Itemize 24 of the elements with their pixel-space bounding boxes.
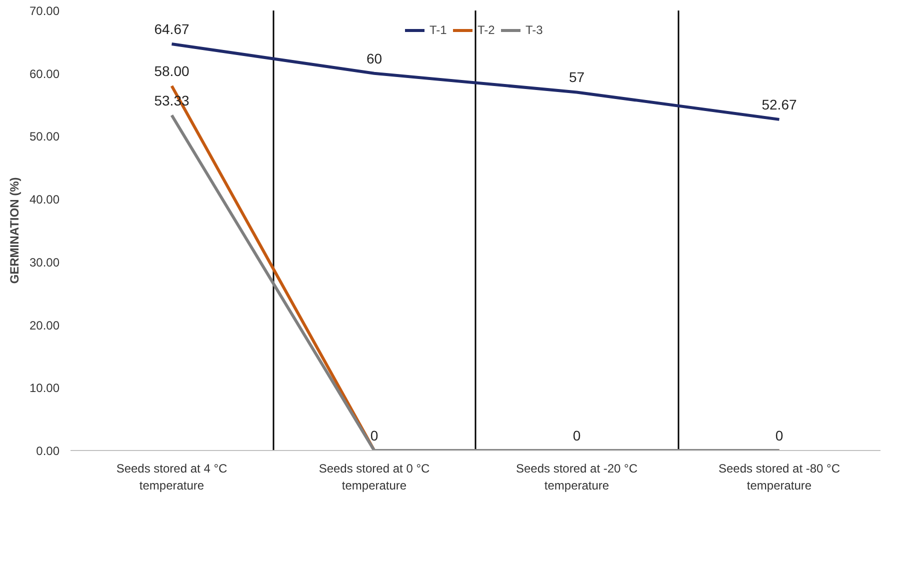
data-label: 0: [572, 428, 581, 444]
data-label: 0: [370, 428, 378, 444]
data-label: 64.67: [154, 21, 190, 38]
data-label: 57: [568, 69, 585, 86]
legend-label: T-1: [430, 23, 448, 37]
y-tick-label: 0.00: [36, 444, 60, 458]
y-axis-title: GERMINATION (%): [7, 177, 22, 284]
x-tick-label: Seeds stored at -80 °C temperature: [718, 462, 840, 492]
x-tick-label: Seeds stored at -20 °C temperature: [516, 462, 638, 492]
y-tick-label: 40.00: [29, 192, 60, 207]
legend-label: T-3: [526, 23, 544, 37]
x-tick-label: Seeds stored at 4 °C temperature: [116, 462, 228, 492]
data-label: 58.00: [154, 62, 190, 79]
data-label: 60: [366, 50, 382, 66]
y-tick-label: 10.00: [29, 381, 60, 396]
y-tick-label: 70.00: [29, 4, 60, 18]
legend-label: T-2: [478, 23, 496, 37]
y-tick-label: 60.00: [29, 66, 60, 81]
y-tick-label: 30.00: [29, 255, 60, 270]
data-label: 0: [775, 428, 784, 444]
data-label: 52.67: [762, 96, 797, 112]
x-tick-label: Seeds stored at 0 °C temperature: [318, 462, 430, 492]
y-tick-label: 50.00: [29, 130, 60, 144]
y-tick-label: 20.00: [29, 318, 60, 332]
